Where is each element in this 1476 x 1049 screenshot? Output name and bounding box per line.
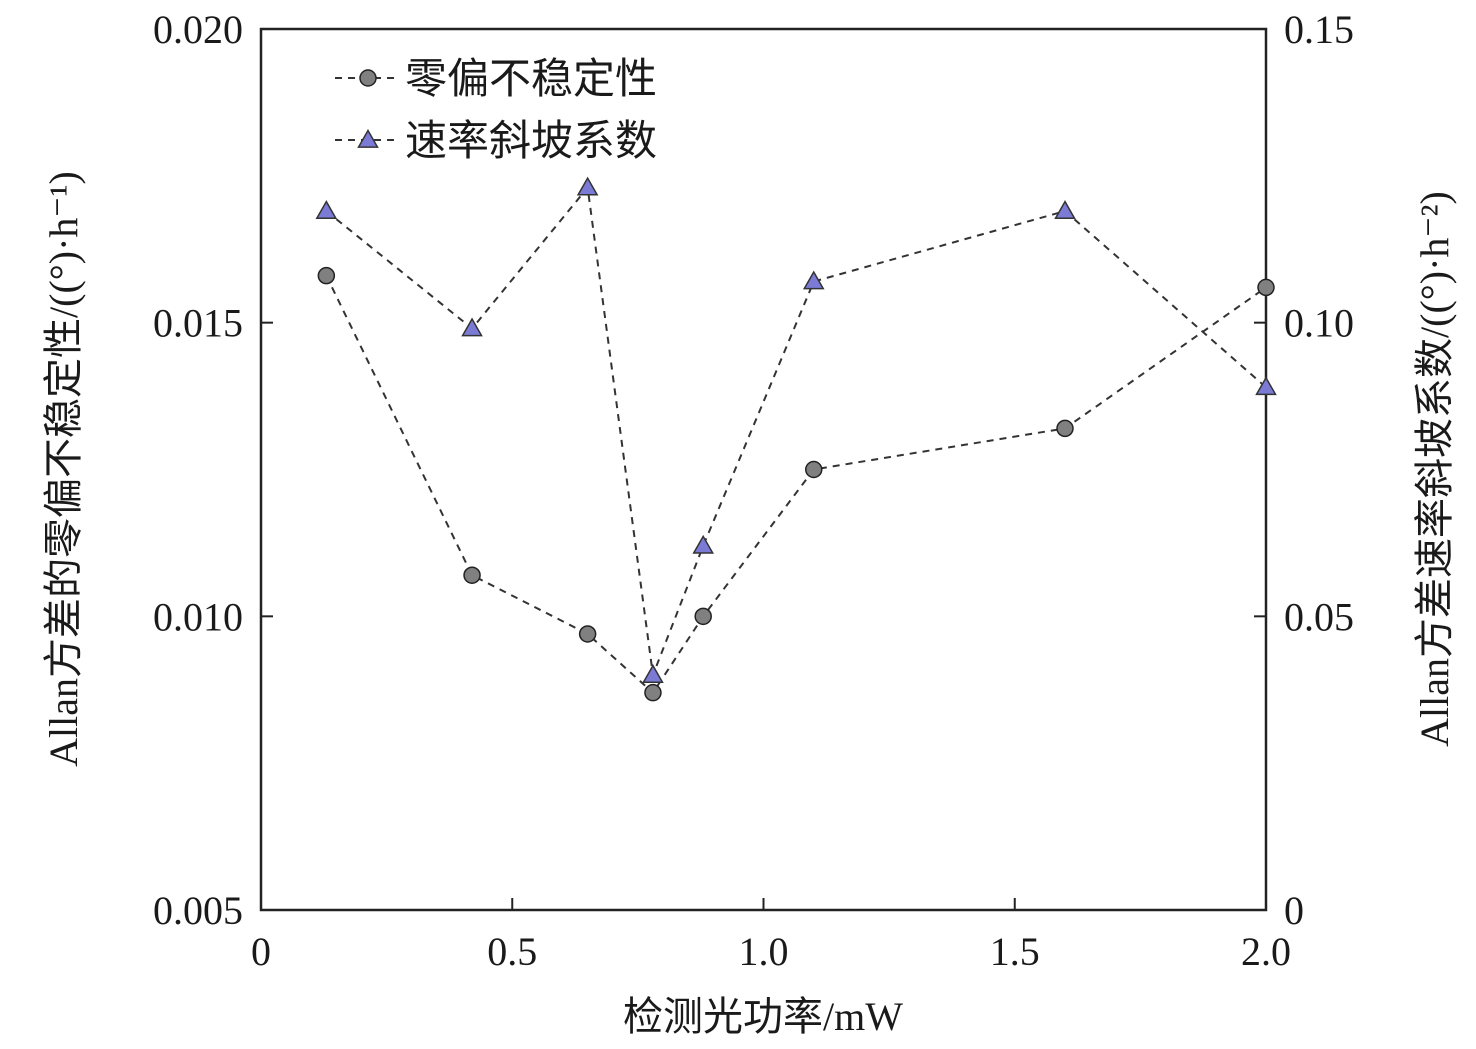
data-point-circle	[578, 625, 597, 643]
data-point-circle	[694, 607, 712, 626]
y-left-tick-label: 0.005	[153, 888, 243, 933]
data-point-triangle	[1054, 200, 1076, 219]
data-point-circle	[1056, 419, 1074, 438]
x-tick-label: 0	[251, 929, 271, 974]
data-point-circle	[1257, 278, 1275, 297]
x-tick-label: 1.5	[990, 929, 1040, 974]
data-point-triangle	[461, 317, 483, 337]
y-axis-title-right: Allan方差速率斜坡系数/((°)·h⁻²)	[1412, 191, 1457, 747]
data-point-circle	[317, 266, 336, 285]
y-left-tick-label: 0.020	[153, 7, 243, 52]
series-line-1	[325, 275, 1267, 695]
x-tick-label: 1.0	[739, 929, 789, 974]
data-point-triangle	[1255, 376, 1277, 396]
y-axis-title-left: Allan方差的零偏不稳定性/((°)·h⁻¹)	[41, 171, 86, 767]
series-layer	[315, 176, 1277, 702]
x-tick-label: 0.5	[487, 929, 537, 974]
y-right-tick-label: 0	[1284, 888, 1304, 933]
series-line-2	[325, 185, 1267, 676]
legend-label-2: 速率斜坡系数	[405, 118, 657, 165]
data-point-circle	[644, 683, 662, 702]
data-point-triangle	[692, 534, 714, 554]
legend-label-1: 零偏不稳定性	[405, 56, 657, 103]
y-left-tick-label: 0.015	[153, 301, 243, 346]
y-right-tick-label: 0.15	[1284, 7, 1354, 52]
data-point-triangle	[642, 664, 664, 683]
data-point-triangle	[315, 200, 338, 219]
data-point-triangle	[576, 176, 599, 196]
y-right-tick-label: 0.05	[1284, 594, 1354, 639]
ticks: 0 0.5 1.0 1.5 2.0 0.005 0.010 0.015 0.020 0 0.05 0.…	[153, 7, 1354, 974]
data-point-triangle	[802, 270, 825, 290]
data-point-circle	[463, 566, 481, 584]
legend-marker-triangle	[357, 128, 379, 148]
y-right-tick-label: 0.10	[1284, 301, 1354, 346]
data-point-circle	[805, 460, 823, 479]
legend-marker-circle	[359, 69, 377, 87]
y-left-tick-label: 0.010	[153, 594, 243, 639]
x-axis-title: 检测光功率/mW	[623, 994, 903, 1039]
x-tick-label: 2.0	[1241, 929, 1291, 974]
